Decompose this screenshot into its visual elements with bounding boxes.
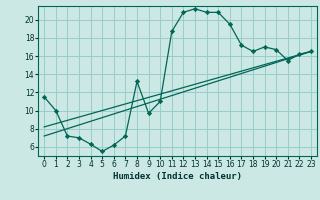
X-axis label: Humidex (Indice chaleur): Humidex (Indice chaleur) (113, 172, 242, 181)
